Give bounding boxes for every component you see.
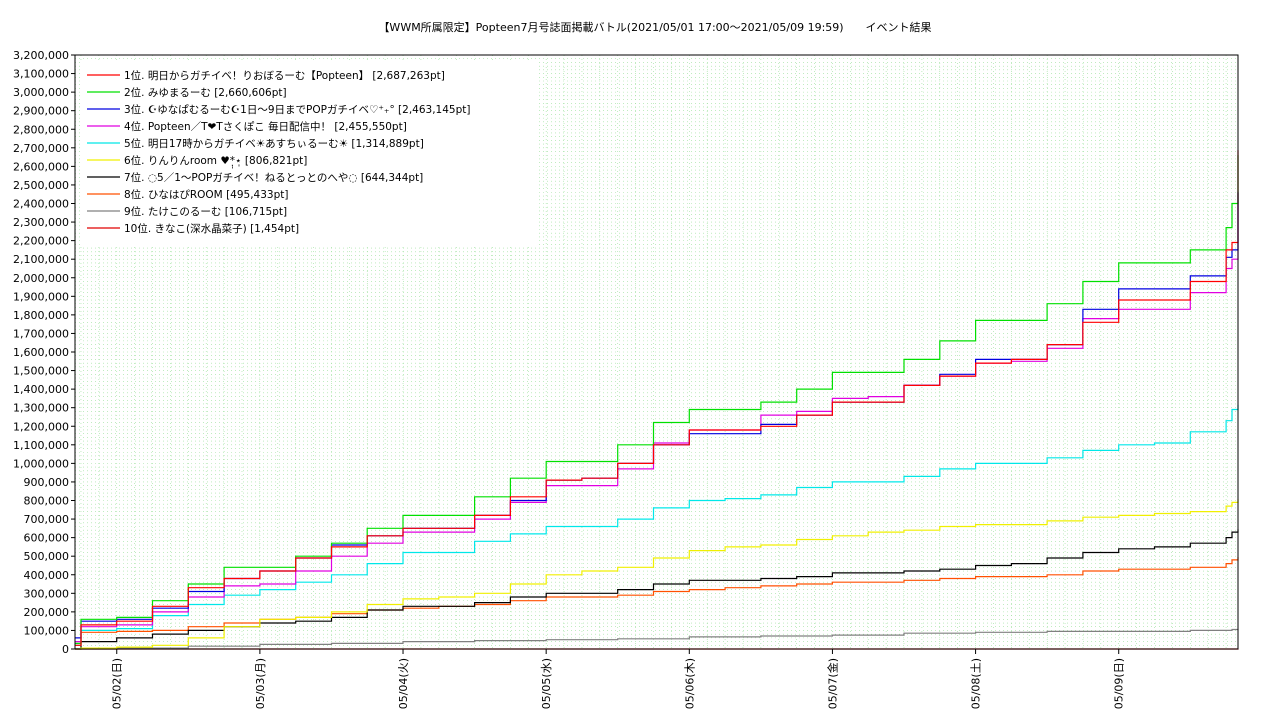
legend-label: 9位. たけこのるーむ [106,715pt] bbox=[124, 205, 287, 218]
x-tick-label: 05/08(土) bbox=[970, 658, 983, 709]
legend-label: 8位. ひなはぴROOM [495,433pt] bbox=[124, 188, 288, 201]
y-tick-label: 400,000 bbox=[24, 569, 70, 582]
y-tick-label: 200,000 bbox=[24, 606, 70, 619]
x-axis: 05/02(日) 05/03(月) 05/04(火) 05/05(水) 05/06(木)… bbox=[111, 649, 1126, 709]
x-tick-label: 05/05(水) bbox=[540, 658, 553, 709]
x-tick-label: 05/03(月) bbox=[254, 658, 267, 709]
y-tick-label: 3,100,000 bbox=[13, 68, 69, 81]
y-tick-label: 1,100,000 bbox=[13, 439, 69, 452]
chart-title: 【WWM所属限定】Popteen7月号誌面掲載バトル(2021/05/01 17… bbox=[378, 20, 931, 34]
legend-label: 5位. 明日17時からガチイベ☀あすちぃるーむ☀ [1,314,889pt] bbox=[124, 137, 424, 150]
series-line-6 bbox=[75, 499, 1239, 650]
legend-label: 6位. りんりんroom ♥*̣̩⋆̩ [806,821pt] bbox=[124, 154, 307, 169]
y-tick-label: 2,100,000 bbox=[13, 253, 69, 266]
y-tick-label: 100,000 bbox=[24, 624, 70, 637]
y-tick-label: 1,200,000 bbox=[13, 420, 69, 433]
legend-label: 1位. 明日からガチイベ！りおぼるーむ【Popteen】 [2,687,263p… bbox=[124, 69, 445, 82]
y-tick-label: 1,000,000 bbox=[13, 457, 69, 470]
y-tick-label: 1,500,000 bbox=[13, 365, 69, 378]
y-tick-label: 2,400,000 bbox=[13, 198, 69, 211]
y-tick-label: 600,000 bbox=[24, 532, 70, 545]
series-line-1 bbox=[75, 150, 1239, 646]
y-tick-label: 700,000 bbox=[24, 513, 70, 526]
y-tick-label: 2,000,000 bbox=[13, 272, 69, 285]
y-tick-label: 2,900,000 bbox=[13, 105, 69, 118]
series-line-5 bbox=[75, 404, 1239, 646]
y-tick-label: 0 bbox=[62, 643, 69, 656]
y-tick-label: 2,200,000 bbox=[13, 235, 69, 248]
y-tick-label: 2,600,000 bbox=[13, 160, 69, 173]
y-tick-label: 2,800,000 bbox=[13, 123, 69, 136]
x-tick-label: 05/06(木) bbox=[683, 658, 696, 709]
y-tick-label: 300,000 bbox=[24, 587, 70, 600]
x-tick-label: 05/04(火) bbox=[397, 658, 410, 709]
y-tick-label: 1,400,000 bbox=[13, 383, 69, 396]
legend: 1位. 明日からガチイベ！りおぼるーむ【Popteen】 [2,687,263p… bbox=[80, 60, 538, 245]
x-tick-label: 05/07(金) bbox=[825, 658, 839, 709]
x-tick-label: 05/02(日) bbox=[111, 658, 124, 709]
series-layer bbox=[75, 150, 1239, 650]
y-tick-label: 2,500,000 bbox=[13, 179, 69, 192]
x-tick-label: 05/09(日) bbox=[1113, 658, 1126, 709]
y-tick-label: 1,600,000 bbox=[13, 346, 69, 359]
legend-label: 2位. みゆまるーむ [2,660,606pt] bbox=[124, 86, 287, 99]
y-tick-label: 500,000 bbox=[24, 550, 70, 563]
y-axis: 0 100,000 200,000 300,000 400,000 500,000 600,… bbox=[13, 49, 75, 656]
y-tick-label: 1,300,000 bbox=[13, 402, 69, 415]
y-tick-label: 2,700,000 bbox=[13, 142, 69, 155]
y-tick-label: 1,700,000 bbox=[13, 327, 69, 340]
series-line-9 bbox=[75, 628, 1239, 650]
legend-label: 7位. ◌5／1〜POPガチイベ！ねるとっとのへや◌ [644,344pt] bbox=[124, 171, 423, 184]
legend-background bbox=[80, 60, 538, 245]
y-tick-label: 800,000 bbox=[24, 495, 70, 508]
y-tick-label: 1,800,000 bbox=[13, 309, 69, 322]
y-tick-label: 2,300,000 bbox=[13, 216, 69, 229]
grid bbox=[75, 54, 1238, 650]
legend-label: 10位. きなこ(深水晶菜子) [1,454pt] bbox=[124, 222, 299, 235]
y-tick-label: 3,200,000 bbox=[13, 49, 69, 62]
series-line-2 bbox=[75, 155, 1239, 644]
y-tick-label: 1,900,000 bbox=[13, 290, 69, 303]
legend-label: 3位. ☪ゆなぱむるーむ☪1日〜9日までPOPガチイベ♡⁺₊° [2,463,1… bbox=[124, 103, 470, 116]
legend-label: 4位. Popteen／T❤Tさくぽこ 毎日配信中！ [2,455,550pt] bbox=[124, 120, 407, 133]
y-tick-label: 900,000 bbox=[24, 476, 70, 489]
y-tick-label: 3,000,000 bbox=[13, 86, 69, 99]
